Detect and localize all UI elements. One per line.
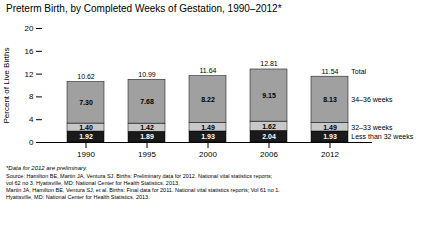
svg-text:1.40: 1.40 xyxy=(79,124,93,131)
svg-text:10.62: 10.62 xyxy=(77,73,95,80)
svg-text:8.22: 8.22 xyxy=(201,96,215,103)
html-text:Source: Hamilton BE, Martin JA: Source: Hamilton BE, Martin JA, Ventura … xyxy=(6,173,273,179)
svg-text:1.62: 1.62 xyxy=(262,122,276,129)
svg-text:20: 20 xyxy=(25,24,34,33)
svg-text:Percent of Live Births: Percent of Live Births xyxy=(2,47,11,123)
html-text:vol 62 no 3. Hyattsville, MD:: vol 62 no 3. Hyattsville, MD: National C… xyxy=(6,180,180,186)
svg-text:1.93: 1.93 xyxy=(201,133,215,140)
html-text:Hyattsville, MD: National Cent: Hyattsville, MD: National Center for Hea… xyxy=(6,194,150,200)
svg-text:12: 12 xyxy=(25,70,34,79)
svg-text:0: 0 xyxy=(29,138,34,147)
svg-text:8.13: 8.13 xyxy=(323,96,337,103)
svg-text:Total: Total xyxy=(351,68,366,75)
svg-text:11.54: 11.54 xyxy=(322,68,339,75)
svg-text:32–33 weeks: 32–33 weeks xyxy=(351,123,393,130)
svg-text:2012: 2012 xyxy=(321,150,339,159)
html-text:Preterm Birth, by Completed We: Preterm Birth, by Completed Weeks of Ges… xyxy=(6,3,282,14)
svg-text:1.49: 1.49 xyxy=(201,123,215,130)
html-text:Martin JA, Hamilton BE, Ventur: Martin JA, Hamilton BE, Ventura SJ, et a… xyxy=(6,187,280,193)
svg-text:7.68: 7.68 xyxy=(140,98,154,105)
svg-text:8: 8 xyxy=(29,92,34,101)
svg-text:2.04: 2.04 xyxy=(262,133,276,140)
svg-text:11.64: 11.64 xyxy=(200,67,217,74)
svg-text:1990: 1990 xyxy=(77,150,95,159)
svg-text:16: 16 xyxy=(25,47,34,56)
svg-text:10.99: 10.99 xyxy=(138,71,156,78)
svg-text:1.42: 1.42 xyxy=(140,124,154,131)
svg-text:1995: 1995 xyxy=(138,150,156,159)
svg-text:12.81: 12.81 xyxy=(260,60,278,67)
svg-text:Less than 32 weeks: Less than 32 weeks xyxy=(351,133,413,140)
svg-text:34–36 weeks: 34–36 weeks xyxy=(351,96,393,103)
svg-text:1.89: 1.89 xyxy=(140,133,154,140)
svg-text:4: 4 xyxy=(29,115,34,124)
html-text:*Data for 2012 are preliminary: *Data for 2012 are preliminary. xyxy=(6,165,88,171)
svg-text:1.92: 1.92 xyxy=(79,133,93,140)
svg-text:2000: 2000 xyxy=(199,150,217,159)
svg-text:9.15: 9.15 xyxy=(262,92,276,99)
svg-text:7.30: 7.30 xyxy=(79,99,93,106)
svg-text:1.49: 1.49 xyxy=(323,123,337,130)
svg-text:2006: 2006 xyxy=(260,150,278,159)
svg-text:1.93: 1.93 xyxy=(323,133,337,140)
